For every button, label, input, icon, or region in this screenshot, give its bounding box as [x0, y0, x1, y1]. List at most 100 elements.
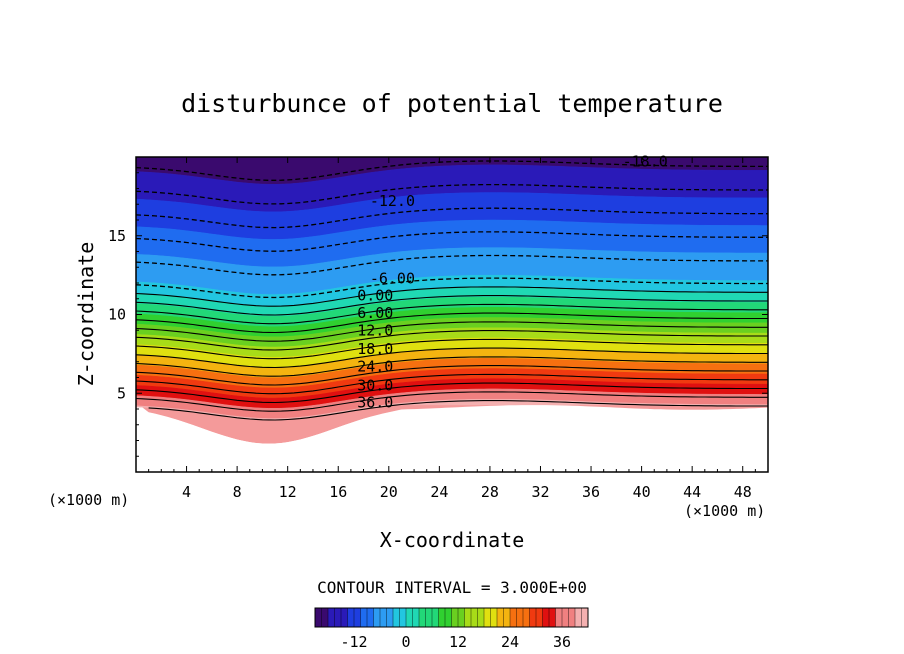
contour-label-3: 0.00 — [357, 287, 393, 305]
x-tick-label-4: 20 — [380, 483, 398, 501]
contour-line-m3 — [136, 277, 768, 299]
colorbar-cell-36 — [548, 607, 557, 628]
contour-label-1: -12.0 — [370, 192, 415, 210]
contour-line-39 — [148, 400, 768, 421]
colorbar-cell-0 — [314, 607, 323, 628]
x-unit-label: (×1000 m) — [684, 502, 765, 520]
colorbar-tick-labels: -12 0 12 24 36 — [340, 633, 571, 651]
colorbar-cell-1 — [321, 607, 329, 628]
contour-line-3 — [136, 295, 768, 316]
colorbar-cell-20 — [444, 607, 453, 628]
y-tick-label-1: 10 — [108, 306, 126, 324]
colorbar-cell-12 — [392, 607, 401, 628]
x-tick-label-8: 36 — [582, 483, 600, 501]
warm-surface-layer — [136, 405, 768, 444]
colorbar-cell-39 — [568, 607, 576, 628]
colorbar-tick-label-2: 12 — [449, 633, 467, 651]
contour-label-5: 12.0 — [357, 321, 393, 339]
colorbar-cell-22 — [457, 607, 466, 628]
contour-line-m15 — [136, 183, 768, 205]
colorbar-cell-18 — [431, 607, 440, 628]
contour-line-18 — [136, 338, 768, 360]
contour-line-12 — [136, 321, 768, 342]
contour-label-8: 30.0 — [357, 376, 393, 394]
colorbar-cell-7 — [360, 607, 368, 628]
contour-line-m6 — [136, 254, 768, 276]
colorbar-cell-30 — [509, 607, 518, 628]
colorbar-cell-31 — [516, 607, 524, 628]
negative-contour-lines — [136, 160, 768, 299]
colorbar-cell-21 — [451, 607, 459, 628]
colorbar-cell-16 — [418, 607, 427, 628]
colorbar-cell-33 — [529, 607, 537, 628]
x-tick-label-5: 24 — [430, 483, 448, 501]
temperature-fill-bands — [136, 157, 768, 472]
x-tick-label-6: 28 — [481, 483, 499, 501]
colorbar-cell-10 — [379, 607, 388, 628]
x-tick-label-2: 12 — [279, 483, 297, 501]
contour-label-0: -18.0 — [623, 153, 668, 171]
colorbar-tick-label-1: 0 — [401, 633, 410, 651]
colorbar-tick-label-4: 36 — [553, 633, 571, 651]
colorbar-cell-2 — [327, 607, 336, 628]
colorbar-cell-35 — [542, 607, 550, 628]
x-tick-label-3: 16 — [329, 483, 347, 501]
x-axis-ticks: 4 8 12 16 20 24 28 32 36 40 44 48 — [148, 157, 756, 501]
colorbar-cell-40 — [574, 607, 583, 628]
z-unit-label: (×1000 m) — [48, 491, 129, 509]
blank-pocket — [366, 419, 386, 430]
contour-line-27 — [136, 365, 768, 386]
colorbar-cell-17 — [425, 607, 433, 628]
colorbar-cell-13 — [399, 607, 407, 628]
colorbar-cell-8 — [366, 607, 375, 628]
contour-label-7: 24.0 — [357, 357, 393, 375]
contour-line-30 — [136, 373, 768, 395]
x-tick-label-7: 32 — [531, 483, 549, 501]
colorbar-cell-11 — [386, 607, 394, 628]
terrain-blank-region — [136, 405, 768, 472]
colorbar-cell-19 — [438, 607, 446, 628]
contour-line-24 — [136, 356, 768, 377]
colorbar-cell-14 — [405, 607, 414, 628]
x-axis-label: X-coordinate — [380, 528, 525, 552]
colorbar-cell-27 — [490, 607, 498, 628]
colorbar-cell-26 — [483, 607, 492, 628]
colorbar-cell-37 — [555, 607, 563, 628]
colorbar-cell-4 — [340, 607, 349, 628]
x-tick-label-0: 4 — [182, 483, 191, 501]
colorbar-cell-9 — [373, 607, 381, 628]
colorbar-cell-29 — [503, 607, 511, 628]
colorbar-cell-41 — [581, 607, 589, 628]
contour-label-4: 6.00 — [357, 304, 393, 322]
plot-area — [136, 157, 768, 472]
colorbar-cell-3 — [334, 607, 342, 628]
contour-line-m9 — [136, 231, 768, 252]
colorbar-cell-15 — [412, 607, 420, 628]
cold-cap — [136, 157, 768, 163]
colorbar-cell-24 — [470, 607, 479, 628]
contour-interval-text: CONTOUR INTERVAL = 3.000E+00 — [317, 578, 587, 597]
colorbar-tick-label-0: -12 — [340, 633, 367, 651]
contour-line-36 — [136, 391, 768, 412]
contour-line-m18 — [136, 160, 768, 181]
colorbar-tick-label-3: 24 — [501, 633, 519, 651]
contour-label-2: -6.00 — [370, 269, 415, 287]
colorbar-cell-25 — [477, 607, 485, 628]
positive-contour-lines — [136, 286, 768, 421]
colorbar — [314, 607, 589, 628]
y-axis-label: Z-coordinate — [74, 242, 98, 387]
y-axis-ticks: 5 10 15 — [108, 172, 768, 457]
colorbar-frame — [314, 607, 589, 628]
contour-line-m12 — [136, 207, 768, 229]
colorbar-cell-5 — [347, 607, 355, 628]
x-tick-label-1: 8 — [233, 483, 242, 501]
colorbar-cell-23 — [464, 607, 472, 628]
colorbar-cell-32 — [522, 607, 531, 628]
chart-title: disturbunce of potential temperature — [181, 89, 723, 118]
y-tick-label-0: 5 — [117, 384, 126, 402]
x-tick-label-10: 44 — [683, 483, 701, 501]
x-tick-label-9: 40 — [633, 483, 651, 501]
colorbar-cell-28 — [496, 607, 505, 628]
contour-line-0 — [136, 286, 768, 307]
